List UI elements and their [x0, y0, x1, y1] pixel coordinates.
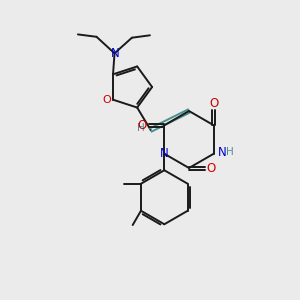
Text: O: O	[209, 97, 218, 110]
Text: O: O	[207, 161, 216, 175]
Text: N: N	[160, 147, 169, 160]
Text: N: N	[111, 47, 119, 60]
Text: O: O	[137, 119, 147, 132]
Text: O: O	[102, 95, 111, 105]
Text: H: H	[137, 123, 145, 133]
Text: N: N	[218, 146, 226, 159]
Text: H: H	[226, 147, 234, 157]
